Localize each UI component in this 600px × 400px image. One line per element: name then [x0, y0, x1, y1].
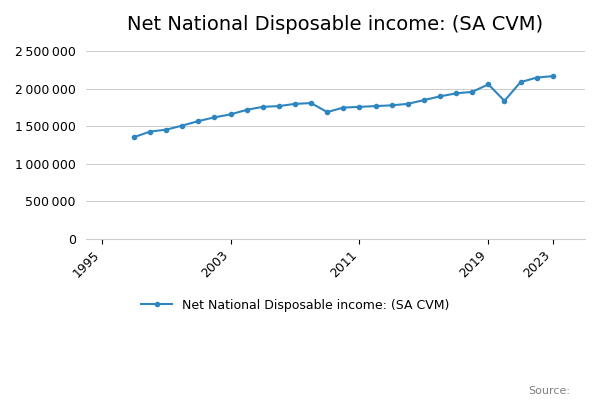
Net National Disposable income: (SA CVM): (2.01e+03, 1.76e+06): (SA CVM): (2.01e+03, 1.76e+06) — [356, 104, 363, 109]
Net National Disposable income: (SA CVM): (2.01e+03, 1.78e+06): (SA CVM): (2.01e+03, 1.78e+06) — [388, 103, 395, 108]
Net National Disposable income: (SA CVM): (2.02e+03, 2.15e+06): (SA CVM): (2.02e+03, 2.15e+06) — [533, 75, 540, 80]
Net National Disposable income: (SA CVM): (2.02e+03, 1.9e+06): (SA CVM): (2.02e+03, 1.9e+06) — [436, 94, 443, 99]
Net National Disposable income: (SA CVM): (2e+03, 1.76e+06): (SA CVM): (2e+03, 1.76e+06) — [259, 104, 266, 109]
Net National Disposable income: (SA CVM): (2.01e+03, 1.77e+06): (SA CVM): (2.01e+03, 1.77e+06) — [275, 104, 283, 108]
Net National Disposable income: (SA CVM): (2.02e+03, 2.06e+06): (SA CVM): (2.02e+03, 2.06e+06) — [485, 82, 492, 87]
Net National Disposable income: (SA CVM): (2.02e+03, 2.09e+06): (SA CVM): (2.02e+03, 2.09e+06) — [517, 80, 524, 84]
Net National Disposable income: (SA CVM): (2.01e+03, 1.69e+06): (SA CVM): (2.01e+03, 1.69e+06) — [323, 110, 331, 114]
Net National Disposable income: (SA CVM): (2.02e+03, 1.96e+06): (SA CVM): (2.02e+03, 1.96e+06) — [469, 90, 476, 94]
Net National Disposable income: (SA CVM): (2e+03, 1.72e+06): (SA CVM): (2e+03, 1.72e+06) — [243, 108, 250, 112]
Net National Disposable income: (SA CVM): (2.01e+03, 1.8e+06): (SA CVM): (2.01e+03, 1.8e+06) — [292, 102, 299, 106]
Net National Disposable income: (SA CVM): (2.02e+03, 1.94e+06): (SA CVM): (2.02e+03, 1.94e+06) — [452, 91, 460, 96]
Text: Source:: Source: — [528, 386, 570, 396]
Net National Disposable income: (SA CVM): (2.02e+03, 1.85e+06): (SA CVM): (2.02e+03, 1.85e+06) — [421, 98, 428, 102]
Net National Disposable income: (SA CVM): (2e+03, 1.51e+06): (SA CVM): (2e+03, 1.51e+06) — [179, 123, 186, 128]
Net National Disposable income: (SA CVM): (2.01e+03, 1.8e+06): (SA CVM): (2.01e+03, 1.8e+06) — [404, 102, 412, 106]
Net National Disposable income: (SA CVM): (2.02e+03, 2.17e+06): (SA CVM): (2.02e+03, 2.17e+06) — [549, 74, 556, 78]
Net National Disposable income: (SA CVM): (2.02e+03, 1.84e+06): (SA CVM): (2.02e+03, 1.84e+06) — [501, 98, 508, 103]
Legend: Net National Disposable income: (SA CVM): Net National Disposable income: (SA CVM) — [136, 294, 455, 317]
Title: Net National Disposable income: (SA CVM): Net National Disposable income: (SA CVM) — [127, 15, 544, 34]
Net National Disposable income: (SA CVM): (2.01e+03, 1.81e+06): (SA CVM): (2.01e+03, 1.81e+06) — [308, 101, 315, 106]
Net National Disposable income: (SA CVM): (2.01e+03, 1.77e+06): (SA CVM): (2.01e+03, 1.77e+06) — [372, 104, 379, 108]
Line: Net National Disposable income: (SA CVM): Net National Disposable income: (SA CVM) — [132, 74, 555, 139]
Net National Disposable income: (SA CVM): (2e+03, 1.36e+06): (SA CVM): (2e+03, 1.36e+06) — [130, 135, 137, 140]
Net National Disposable income: (SA CVM): (2e+03, 1.43e+06): (SA CVM): (2e+03, 1.43e+06) — [146, 129, 154, 134]
Net National Disposable income: (SA CVM): (2e+03, 1.66e+06): (SA CVM): (2e+03, 1.66e+06) — [227, 112, 234, 117]
Net National Disposable income: (SA CVM): (2e+03, 1.46e+06): (SA CVM): (2e+03, 1.46e+06) — [163, 127, 170, 132]
Net National Disposable income: (SA CVM): (2.01e+03, 1.75e+06): (SA CVM): (2.01e+03, 1.75e+06) — [340, 105, 347, 110]
Net National Disposable income: (SA CVM): (2e+03, 1.57e+06): (SA CVM): (2e+03, 1.57e+06) — [195, 119, 202, 124]
Net National Disposable income: (SA CVM): (2e+03, 1.62e+06): (SA CVM): (2e+03, 1.62e+06) — [211, 115, 218, 120]
